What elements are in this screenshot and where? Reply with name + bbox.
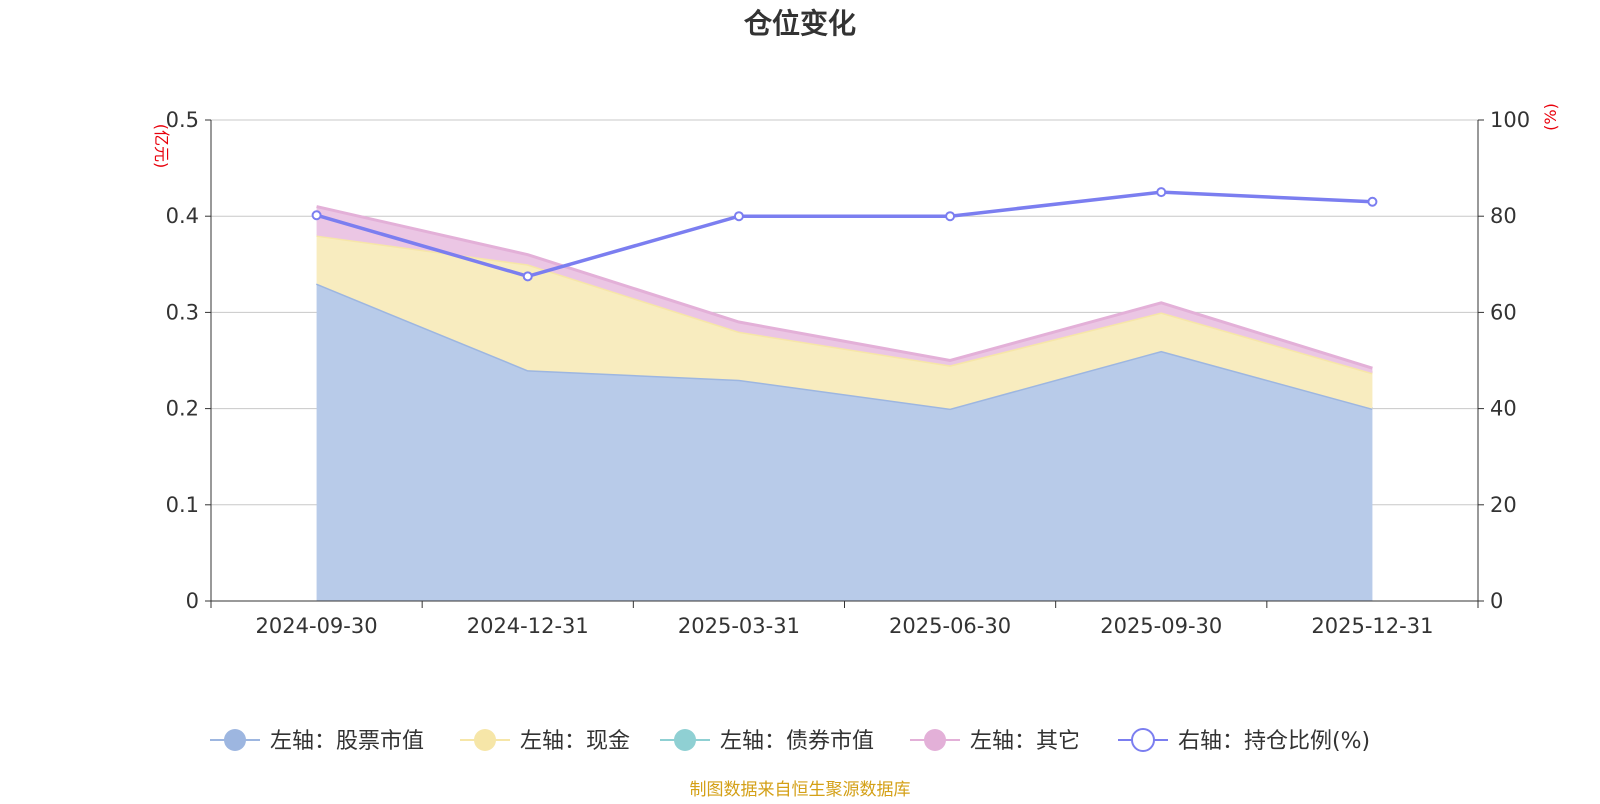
source-note: 制图数据来自恒生聚源数据库 xyxy=(690,780,911,800)
right-tick-label: 100 xyxy=(1490,108,1530,132)
position-ratio-point xyxy=(733,211,744,222)
legend-marker-icon xyxy=(924,729,946,751)
position-ratio-point xyxy=(1156,187,1167,198)
legend-marker-icon xyxy=(1131,728,1155,752)
chart-title: 仓位变化 xyxy=(744,7,856,40)
legend-label: 左轴：现金 xyxy=(520,729,630,754)
area-fill xyxy=(316,283,1373,601)
area-line xyxy=(316,205,1373,370)
x-tick-label: 2025-06-30 xyxy=(889,614,1011,638)
x-tick-label: 2025-03-31 xyxy=(678,614,800,638)
axes: 0 0.1 0.2 0.3 0.4 0.5 0 20 40 60 80 100 2024-09-30 20… xyxy=(166,108,1531,638)
x-tick-label: 2024-12-31 xyxy=(467,614,589,638)
area-series-layer xyxy=(316,205,1373,601)
right-tick-label: 80 xyxy=(1490,204,1517,228)
left-tick-label: 0.2 xyxy=(166,397,199,421)
legend-label: 右轴：持仓比例(%) xyxy=(1178,729,1370,754)
left-tick-label: 0 xyxy=(186,589,199,613)
legend-label: 左轴：债券市值 xyxy=(720,729,874,754)
right-tick-label: 60 xyxy=(1490,300,1517,324)
position-ratio-point xyxy=(1367,196,1378,207)
right-tick-label: 20 xyxy=(1490,493,1517,517)
legend-label: 左轴：股票市值 xyxy=(270,729,424,754)
right-tick-label: 0 xyxy=(1490,589,1503,613)
area-fill xyxy=(316,235,1373,409)
position-ratio-point xyxy=(522,271,533,282)
legend-label: 左轴：其它 xyxy=(970,729,1080,754)
right-tick-label: 40 xyxy=(1490,397,1517,421)
position-ratio-point xyxy=(945,211,956,222)
line-series-layer xyxy=(311,187,1378,282)
right-axis-unit: (%) xyxy=(1541,103,1560,131)
left-tick-label: 0.4 xyxy=(166,204,199,228)
legend-marker-icon xyxy=(474,729,496,751)
legend-marker-icon xyxy=(224,729,246,751)
left-tick-label: 0.5 xyxy=(166,108,199,132)
left-tick-label: 0.1 xyxy=(166,493,199,517)
left-axis-unit: (亿元) xyxy=(152,124,171,169)
legend-marker-icon xyxy=(674,729,696,751)
x-tick-label: 2025-09-30 xyxy=(1100,614,1222,638)
position-ratio-line xyxy=(316,190,1373,279)
legend: 左轴：股票市值 左轴：现金 左轴：债券市值 左轴：其它 右轴：持仓比例(%) xyxy=(210,728,1370,754)
left-tick-label: 0.3 xyxy=(166,300,199,324)
x-tick-label: 2024-09-30 xyxy=(256,614,378,638)
position-ratio-point xyxy=(311,210,322,221)
x-tick-label: 2025-12-31 xyxy=(1311,614,1433,638)
